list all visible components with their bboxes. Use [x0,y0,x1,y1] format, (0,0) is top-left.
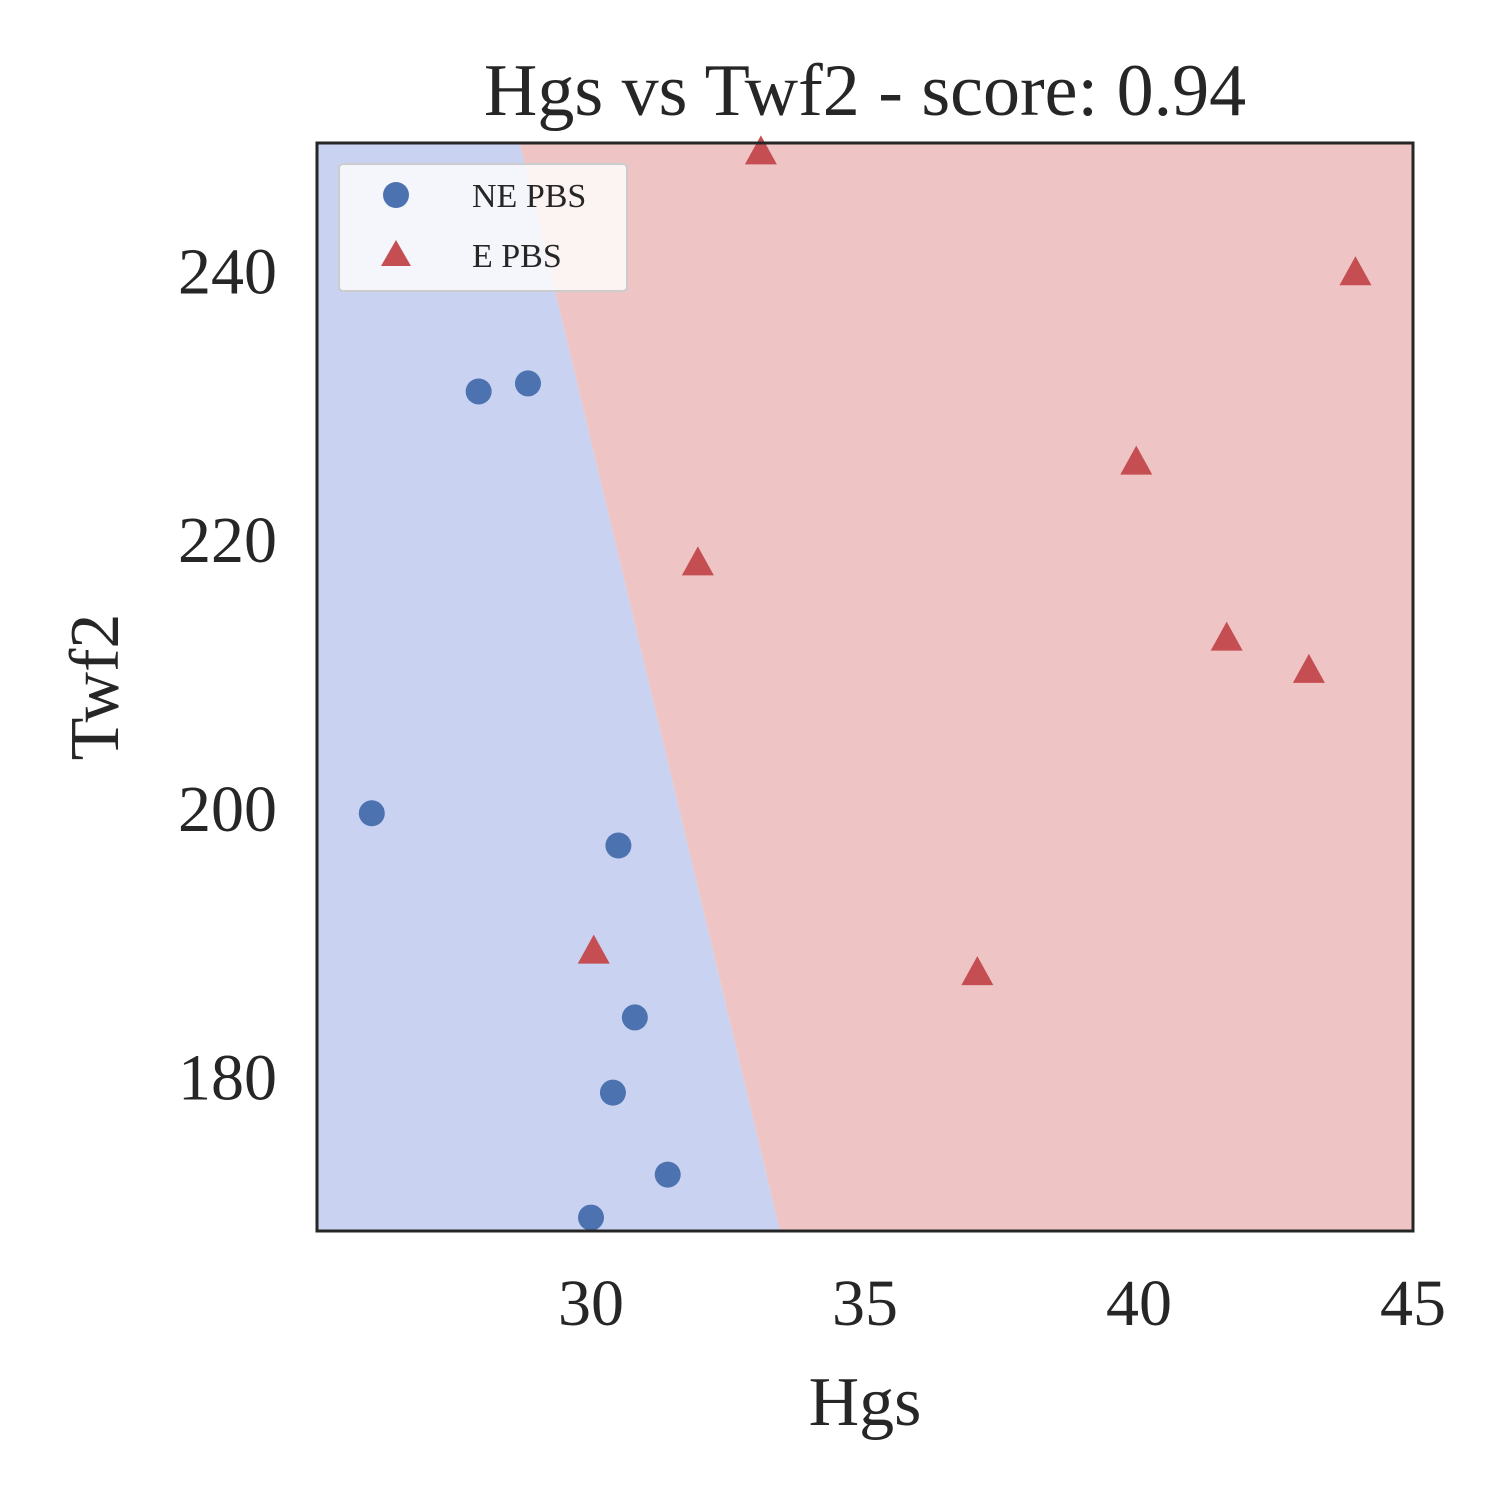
x-tick-label: 40 [1106,1267,1172,1340]
data-point-ne [599,1079,626,1106]
data-point-e [1339,256,1372,286]
decision-region-e [519,143,1413,1231]
x-tick-label: 35 [832,1267,898,1340]
x-axis-ticks: 30 35 40 45 [558,1267,1446,1340]
plot-area [315,135,1415,1233]
y-axis-label: Twf2 [57,614,134,761]
chart-title: Hgs vs Twf2 - score: 0.94 [484,50,1246,132]
plot-frame [315,141,1415,1233]
y-tick-label: 220 [178,504,277,577]
y-axis-ticks: 180 200 220 240 [178,236,277,1115]
data-point-ne [621,1004,648,1031]
y-tick-label: 200 [178,773,277,846]
legend-marker-e [381,240,411,266]
data-point-ne [654,1161,681,1188]
data-point-e [961,956,994,986]
data-point-e [681,546,714,576]
y-tick-label: 180 [178,1042,277,1115]
legend-label-ne: NE PBS [472,178,586,215]
x-tick-label: 45 [1380,1267,1446,1340]
y-tick-label: 240 [178,236,277,309]
data-point-e [1210,621,1243,651]
data-point-ne [605,832,632,859]
legend: NE PBS E PBS [338,163,628,292]
legend-marker-ne [383,182,409,208]
data-point-e [1120,445,1153,475]
x-tick-label: 30 [558,1267,624,1340]
data-point-e [1292,653,1325,683]
legend-label-e: E PBS [472,238,562,275]
data-point-e [744,135,777,165]
data-points [358,135,1372,1231]
data-point-ne [578,1204,604,1231]
data-point-ne [465,378,492,405]
x-axis-label: Hgs [809,1364,922,1441]
decision-region-ne [317,143,781,1231]
data-point-e [577,934,610,964]
legend-box [338,163,628,292]
data-point-ne [514,370,541,397]
data-point-ne [358,800,385,827]
